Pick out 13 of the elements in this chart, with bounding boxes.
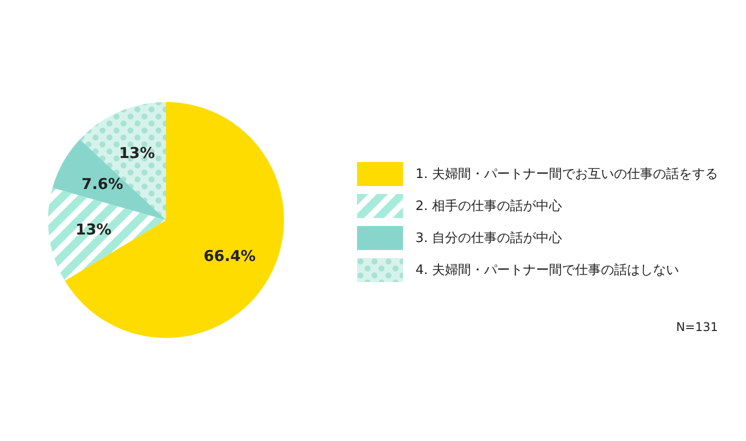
data-label: 13% bbox=[118, 144, 155, 162]
pie-slice bbox=[48, 188, 166, 281]
pie-slice bbox=[64, 102, 284, 338]
legend-label: 3. 自分の仕事の話が中心 bbox=[415, 230, 562, 247]
legend-label: 4. 夫婦間・パートナー間で仕事の話はしない bbox=[415, 262, 679, 279]
data-label: 7.6% bbox=[82, 174, 124, 193]
pie-slice bbox=[80, 102, 166, 220]
data-label: 13% bbox=[76, 220, 112, 239]
text: N=131 bbox=[676, 320, 718, 334]
pie-slice bbox=[52, 139, 166, 220]
legend-label: 2. 相手の仕事の話が中心 bbox=[415, 198, 562, 215]
legend-label: 1. 夫婦間・パートナー間でお互いの仕事の話をする bbox=[415, 166, 718, 183]
data-label: 66.4% bbox=[204, 247, 256, 266]
